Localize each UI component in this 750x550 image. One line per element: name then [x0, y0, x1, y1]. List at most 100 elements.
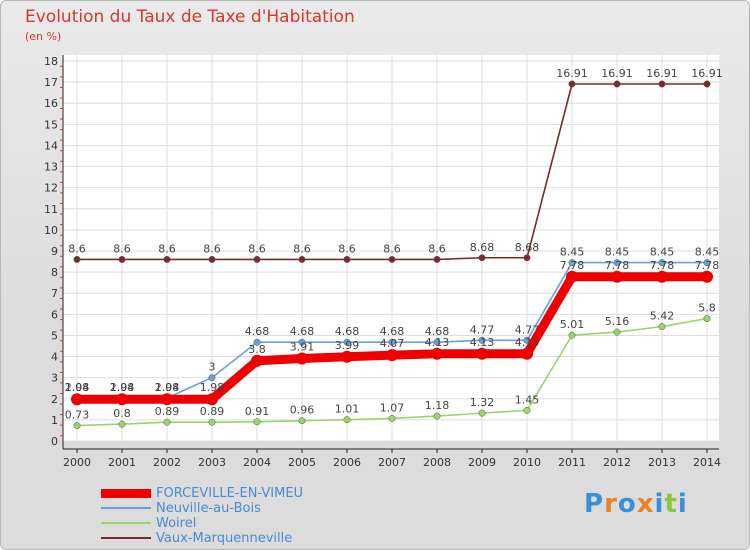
data-label: 8.6	[158, 242, 176, 255]
x-tick-label: 2008	[423, 456, 451, 469]
data-label: 4.68	[380, 325, 405, 338]
data-label: 7.78	[695, 259, 720, 272]
y-tick-label: 14	[44, 139, 58, 152]
x-tick-label: 2013	[648, 456, 676, 469]
logo-letter: i	[677, 489, 688, 519]
data-point	[298, 417, 306, 425]
data-point	[341, 350, 353, 363]
logo-letter: o	[617, 489, 637, 519]
data-point	[71, 393, 83, 406]
legend-label: FORCEVILLE-EN-VIMEU	[156, 486, 304, 501]
data-point	[658, 259, 666, 267]
data-label: 0.96	[290, 404, 315, 417]
data-point	[298, 338, 306, 346]
data-label: 3.99	[335, 339, 360, 352]
data-label: 4.13	[470, 336, 495, 349]
data-point	[521, 347, 533, 360]
data-point	[118, 420, 126, 428]
legend-item: Vaux-Marquenneville	[101, 531, 421, 546]
y-tick-label: 18	[44, 55, 58, 68]
data-point	[206, 393, 218, 406]
data-label: 16.91	[556, 67, 588, 80]
legend-swatch	[101, 507, 151, 509]
data-label: 5.16	[605, 315, 630, 328]
logo-letter: t	[664, 489, 678, 519]
y-tick-label: 6	[51, 308, 58, 321]
data-label: 4.07	[380, 337, 405, 350]
x-tick-label: 2012	[603, 456, 631, 469]
data-label: 8.68	[470, 241, 495, 254]
x-tick-label: 2000	[63, 456, 91, 469]
data-label: 1.18	[425, 399, 450, 412]
x-tick-label: 2004	[243, 456, 271, 469]
data-point	[343, 416, 351, 424]
data-label: 4.77	[470, 323, 495, 336]
data-label: 8.6	[68, 242, 86, 255]
data-point	[386, 349, 398, 362]
data-point	[656, 270, 668, 283]
data-label: 4.68	[425, 325, 450, 338]
data-label: 8.45	[650, 246, 675, 259]
y-tick-label: 4	[51, 351, 58, 364]
logo-letter: i	[654, 489, 665, 519]
data-point	[253, 418, 261, 426]
data-label: 8.45	[605, 246, 630, 259]
data-point	[208, 418, 216, 426]
legend-item: FORCEVILLE-EN-VIMEU	[101, 486, 421, 501]
data-label: 7.78	[560, 259, 585, 272]
data-point	[388, 255, 396, 263]
data-point	[433, 338, 441, 346]
data-label: 1.45	[515, 393, 540, 406]
data-label: 8.45	[695, 246, 720, 259]
data-label: 16.91	[601, 67, 633, 80]
data-point	[253, 338, 261, 346]
y-tick-label: 12	[44, 182, 58, 195]
data-label: 16.91	[646, 67, 678, 80]
data-point	[476, 347, 488, 360]
y-tick-label: 8	[51, 266, 58, 279]
data-label: 0.73	[65, 409, 90, 422]
y-tick-label: 16	[44, 97, 58, 110]
proxiti-logo: Proxiti	[584, 489, 688, 519]
data-point	[568, 259, 576, 267]
x-tick-label: 2001	[108, 456, 136, 469]
data-label: 2.04	[65, 381, 90, 394]
data-point	[433, 412, 441, 420]
data-label: 8.45	[560, 246, 585, 259]
chart-title: Evolution du Taux de Taxe d'Habitation	[25, 7, 355, 27]
data-point	[523, 406, 531, 414]
legend-label: Neuville-au-Bois	[156, 501, 261, 516]
data-point	[703, 80, 711, 88]
data-label: 8.6	[113, 242, 131, 255]
data-label: 8.6	[248, 242, 266, 255]
x-tick-label: 2005	[288, 456, 316, 469]
data-label: 4.13	[515, 336, 540, 349]
data-label: 16.91	[691, 67, 723, 80]
data-label: 4.68	[290, 325, 315, 338]
data-point	[568, 331, 576, 339]
data-label: 4.13	[425, 336, 450, 349]
data-point	[613, 259, 621, 267]
data-point	[611, 270, 623, 283]
y-tick-label: 3	[51, 372, 58, 385]
data-point	[478, 254, 486, 262]
x-tick-label: 2006	[333, 456, 361, 469]
data-label: 5.01	[560, 318, 585, 331]
legend-swatch	[101, 537, 151, 539]
data-point	[163, 418, 171, 426]
data-point	[73, 255, 81, 263]
data-label: 8.68	[515, 241, 540, 254]
x-tick-label: 2007	[378, 456, 406, 469]
data-point	[253, 255, 261, 263]
data-point	[703, 315, 711, 323]
data-label: 3	[209, 361, 216, 374]
data-label: 1.98	[200, 381, 225, 394]
legend-item: Neuville-au-Bois	[101, 501, 421, 516]
y-tick-label: 2	[51, 393, 58, 406]
data-label: 0.89	[155, 405, 180, 418]
data-point	[116, 393, 128, 406]
data-label: 2.04	[155, 381, 180, 394]
data-point	[613, 80, 621, 88]
y-tick-label: 13	[44, 161, 58, 174]
